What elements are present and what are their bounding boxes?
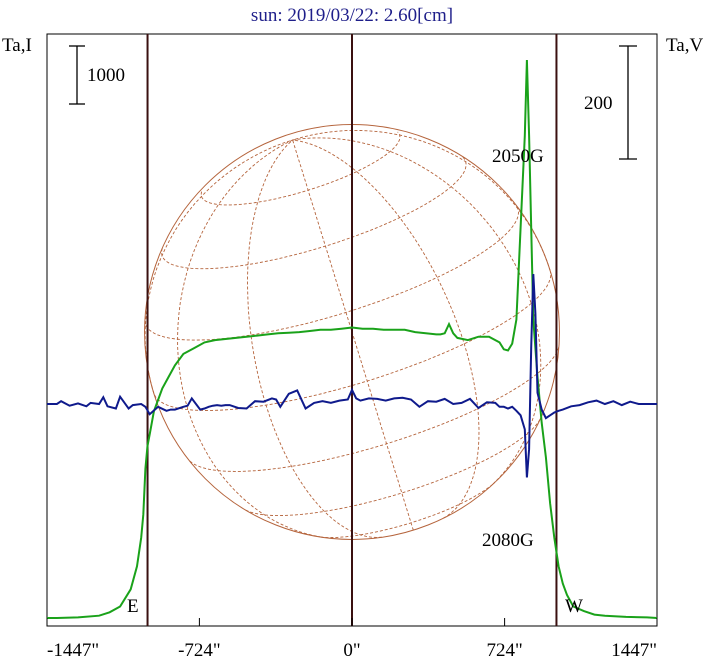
west-limb-label: W [565, 596, 583, 617]
grid-meridian [247, 139, 382, 538]
grid-meridian [292, 139, 480, 519]
x-tick-label: 0" [343, 640, 360, 661]
left-scale-bar [69, 45, 85, 105]
grid-meridian [292, 129, 551, 271]
grid-meridian [177, 139, 322, 538]
left-axis-label: Ta,I [2, 35, 32, 56]
grid-parallel [200, 131, 401, 206]
right-scale-label: 200 [584, 93, 613, 114]
right-scale-bar [619, 45, 637, 160]
chart-title: sun: 2019/03/22: 2.60[cm] [251, 5, 453, 26]
x-tick-label: 1447" [611, 640, 657, 661]
grid-parallel [154, 271, 552, 411]
grid-meridian [144, 139, 293, 394]
right-axis-label: Ta,V [666, 35, 703, 56]
grid-meridian [292, 137, 542, 485]
grid-parallel [189, 345, 560, 472]
east-limb-label: E [127, 596, 139, 617]
annotation-2050G: 2050G [492, 146, 544, 167]
grid-parallel [320, 482, 495, 539]
grid-parallel [144, 204, 519, 341]
x-tick-label: -724" [178, 640, 221, 661]
grid-parallel [161, 156, 467, 270]
x-tick-label: 724" [486, 640, 522, 661]
annotation-2080G: 2080G [482, 530, 534, 551]
intensity-series-line [47, 59, 658, 619]
left-scale-label: 1000 [87, 65, 125, 86]
grid-parallel [245, 417, 542, 517]
polarization-series-line [47, 274, 657, 478]
x-tick-label: -1447" [47, 640, 99, 661]
grid-meridian [292, 139, 414, 531]
